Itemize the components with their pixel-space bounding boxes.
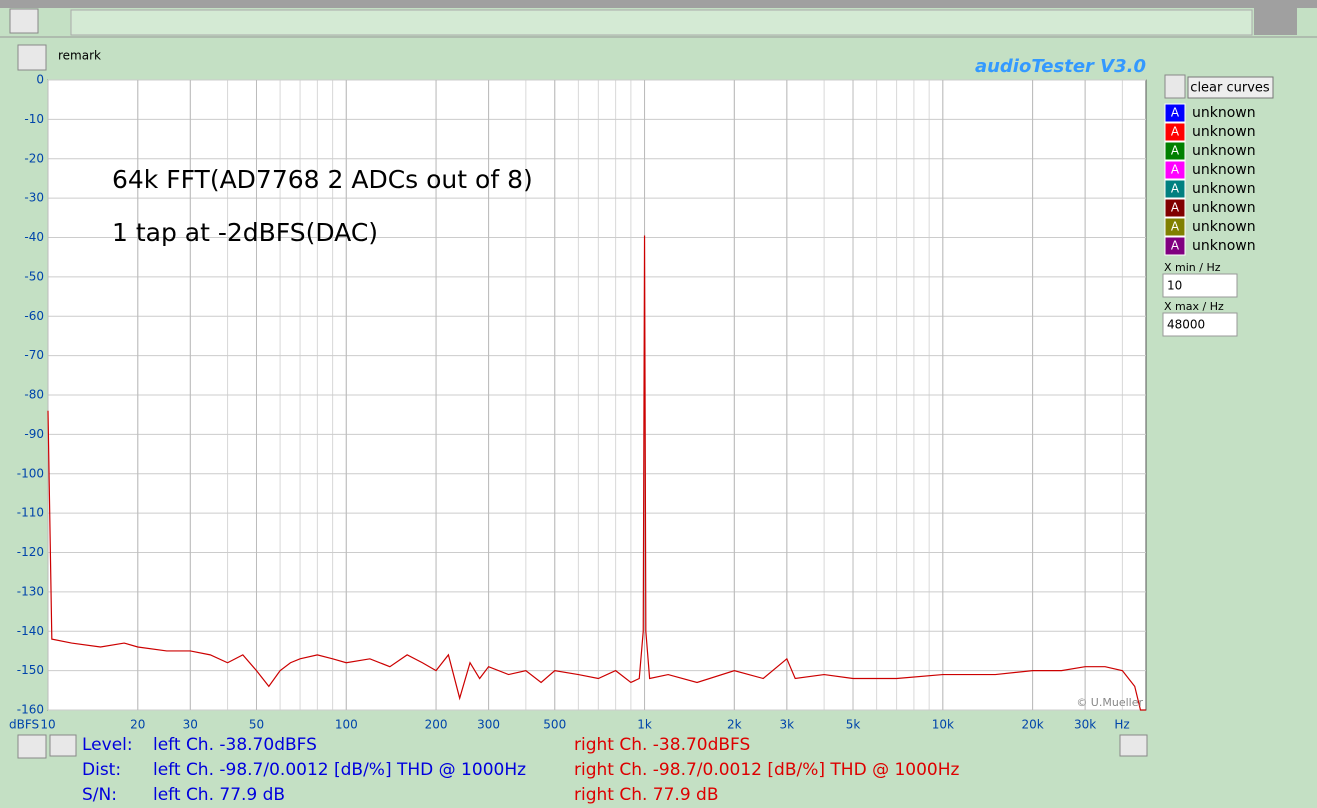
x-tick-label: 3k xyxy=(780,718,795,732)
x-tick-label: 10k xyxy=(932,718,954,732)
remark: remark xyxy=(58,49,101,63)
y-tick-label: -130 xyxy=(17,584,44,598)
legend-label: unknown xyxy=(1192,219,1256,235)
legend-icon xyxy=(1164,236,1186,256)
y-tick-label: -10 xyxy=(24,112,44,126)
legend-label: unknown xyxy=(1192,181,1256,197)
legend-label: unknown xyxy=(1192,200,1256,216)
x-unit: Hz xyxy=(1114,718,1129,732)
legend-icon-label: A xyxy=(1171,182,1180,196)
x-tick-label: 100 xyxy=(335,718,358,732)
top-bar xyxy=(0,0,1317,8)
clear-button-label[interactable]: clear curves xyxy=(1190,81,1270,96)
legend-label: unknown xyxy=(1192,124,1256,140)
status-right: right Ch. -38.70dBFS xyxy=(574,735,750,755)
y-tick-label: -20 xyxy=(24,151,44,165)
status-label: Dist: xyxy=(82,760,121,780)
x-tick-label: 2k xyxy=(727,718,742,732)
legend-icon xyxy=(1164,160,1186,180)
top-block xyxy=(1254,0,1297,35)
legend-icon-label: A xyxy=(1171,106,1180,120)
y-tick-label: -60 xyxy=(24,309,44,323)
status-left: left Ch. 77.9 dB xyxy=(153,785,285,805)
status: Level: left Ch. -38.70dBFS right Ch. -38.7… xyxy=(82,735,960,805)
x-tick-label: 10 xyxy=(40,718,55,732)
x-tick-label: 30 xyxy=(183,718,198,732)
legend-icon-label: A xyxy=(1171,125,1180,139)
y-tick-label: -120 xyxy=(17,545,44,559)
top-spinner[interactable] xyxy=(9,8,39,34)
status-spinner[interactable] xyxy=(17,734,47,759)
y-tick-label: -150 xyxy=(17,663,44,677)
y-tick-label: -30 xyxy=(24,191,44,205)
annotation: 1 tap at -2dBFS(DAC) xyxy=(112,218,378,247)
legend-label: unknown xyxy=(1192,105,1256,121)
y-tick-label: -40 xyxy=(24,230,44,244)
remark-spinner[interactable] xyxy=(17,44,47,71)
grid xyxy=(47,79,1146,711)
x-tick-label: 200 xyxy=(425,718,448,732)
status-right: right Ch. -98.7/0.0012 [dB/%] THD @ 1000… xyxy=(574,760,960,780)
x-tick-label: 20 xyxy=(130,718,145,732)
y-tick-label: -70 xyxy=(24,348,44,362)
annotation: 64k FFT(AD7768 2 ADCs out of 8) xyxy=(112,165,533,194)
legend-icon-label: A xyxy=(1171,201,1180,215)
legend-icon xyxy=(1164,122,1186,142)
status-label: Level: xyxy=(82,735,133,755)
top-field[interactable] xyxy=(70,9,1253,36)
y-tick-label: -100 xyxy=(17,466,44,480)
xmax-label: X max / Hz xyxy=(1164,300,1224,313)
curve-spinner[interactable] xyxy=(1164,74,1186,99)
y-tick-label: -160 xyxy=(17,703,44,717)
x-tick-label: 500 xyxy=(543,718,566,732)
xmin-input[interactable] xyxy=(1162,273,1238,298)
scroll-left[interactable] xyxy=(49,734,77,757)
legend-icon xyxy=(1164,217,1186,237)
copyright: © U.Mueller xyxy=(1076,696,1143,709)
y-tick-label: -110 xyxy=(17,506,44,520)
scroll-right[interactable] xyxy=(1119,734,1148,757)
app-title: audioTester V3.0 xyxy=(975,56,1146,77)
x-tick-label: 30k xyxy=(1074,718,1096,732)
plot xyxy=(47,235,1146,711)
status-left: left Ch. -98.7/0.0012 [dB/%] THD @ 1000H… xyxy=(153,760,526,780)
xmin-value[interactable]: 10 xyxy=(1167,279,1182,293)
legend-icon xyxy=(1164,141,1186,161)
status-label: S/N: xyxy=(82,785,117,805)
legend-label: unknown xyxy=(1192,162,1256,178)
y-tick-label: -50 xyxy=(24,269,44,283)
xmax-value[interactable]: 48000 xyxy=(1167,318,1205,332)
legend-icon xyxy=(1164,103,1186,123)
status-left: left Ch. -38.70dBFS xyxy=(153,735,317,755)
x-tick-label: 20k xyxy=(1021,718,1043,732)
x-tick-label: 50 xyxy=(249,718,264,732)
legend-icon-label: A xyxy=(1171,220,1180,234)
y-tick-label: -80 xyxy=(24,388,44,402)
xmax-input[interactable] xyxy=(1162,312,1238,337)
x-tick-label: 1k xyxy=(637,718,652,732)
status-right: right Ch. 77.9 dB xyxy=(574,785,719,805)
legend-icon xyxy=(1164,198,1186,218)
spectrum-line xyxy=(47,235,1146,711)
clear-button[interactable] xyxy=(1187,76,1274,99)
y-unit: dBFS xyxy=(9,718,39,732)
legend-icon-label: A xyxy=(1171,239,1180,253)
y-tick-label: -140 xyxy=(17,624,44,638)
x-tick-label: 5k xyxy=(846,718,861,732)
legend-label: unknown xyxy=(1192,143,1256,159)
legend-icon-label: A xyxy=(1171,163,1180,177)
y-tick-label: -90 xyxy=(24,427,44,441)
x-tick-label: 300 xyxy=(477,718,500,732)
xmin-label: X min / Hz xyxy=(1164,261,1221,274)
legend-label: unknown xyxy=(1192,238,1256,254)
legend-icon-label: A xyxy=(1171,144,1180,158)
legend-icon xyxy=(1164,179,1186,199)
y-tick-label: 0 xyxy=(36,73,44,87)
